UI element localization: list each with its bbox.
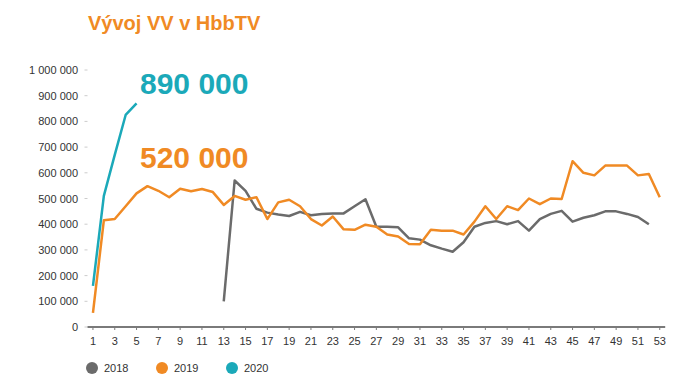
line (93, 161, 660, 313)
x-tick (507, 327, 508, 330)
legend-label: 2020 (244, 362, 268, 374)
x-tick-label: 41 (523, 335, 535, 347)
x-tick-label: 45 (566, 335, 578, 347)
y-tick (85, 172, 88, 173)
x-tick (245, 327, 246, 330)
x-tick (332, 327, 333, 330)
x-tick-label: 29 (392, 335, 404, 347)
x-tick-label: 5 (133, 335, 139, 347)
x-tick-label: 19 (283, 335, 295, 347)
x-tick-label: 51 (632, 335, 644, 347)
x-tick (223, 327, 224, 330)
x-tick-label: 21 (305, 335, 317, 347)
x-tick (398, 327, 399, 330)
x-tick-label: 31 (414, 335, 426, 347)
y-tick-label: 900 000 (38, 90, 78, 102)
x-tick (419, 327, 420, 330)
y-tick-label: 100 000 (38, 295, 78, 307)
y-tick (85, 327, 88, 328)
x-tick-label: 43 (545, 335, 557, 347)
y-tick-label: 500 000 (38, 193, 78, 205)
x-tick (485, 327, 486, 330)
x-tick (201, 327, 202, 330)
x-tick-label: 1 (90, 335, 96, 347)
x-tick-label: 53 (654, 335, 666, 347)
x-tick (463, 327, 464, 330)
y-tick (85, 147, 88, 148)
x-tick-label: 13 (218, 335, 230, 347)
x-tick (114, 327, 115, 330)
x-tick (528, 327, 529, 330)
line (224, 181, 649, 302)
x-tick (267, 327, 268, 330)
x-tick (158, 327, 159, 330)
y-tick (85, 198, 88, 199)
x-tick (616, 327, 617, 330)
y-tick-label: 800 000 (38, 115, 78, 127)
x-tick (441, 327, 442, 330)
x-tick-label: 23 (327, 335, 339, 347)
x-tick-label: 15 (239, 335, 251, 347)
x-tick-label: 49 (610, 335, 622, 347)
line (93, 103, 137, 285)
x-tick-label: 33 (436, 335, 448, 347)
x-tick (136, 327, 137, 330)
plot-area (93, 103, 660, 312)
chart: Vývoj VV v HbbTV 0 100 000 200 000 300 000 40… (0, 0, 700, 390)
x-tick-label: 37 (479, 335, 491, 347)
x-tick (550, 327, 551, 330)
annotation: 520 000 (140, 141, 248, 174)
x-tick-label: 47 (588, 335, 600, 347)
y-tick (85, 70, 88, 71)
y-tick (85, 95, 88, 96)
y-tick (85, 249, 88, 250)
y-tick-label: 200 000 (38, 270, 78, 282)
y-tick-label: 300 000 (38, 244, 78, 256)
y-tick-label: 600 000 (38, 167, 78, 179)
legend-marker (226, 362, 238, 374)
x-tick-label: 9 (177, 335, 183, 347)
x-tick-label: 35 (457, 335, 469, 347)
y-tick-label: 400 000 (38, 218, 78, 230)
y-tick (85, 224, 88, 225)
x-tick (310, 327, 311, 330)
x-tick-label: 3 (112, 335, 118, 347)
x-tick (180, 327, 181, 330)
y-tick (85, 301, 88, 302)
y-tick-label: 700 000 (38, 141, 78, 153)
x-tick (659, 327, 660, 330)
y-tick-label: 0 (72, 321, 78, 333)
legend-marker (156, 362, 168, 374)
legend-marker (86, 362, 98, 374)
x-tick-label: 17 (261, 335, 273, 347)
y-tick-label: 1 000 000 (29, 64, 78, 76)
annotation: 890 000 (140, 67, 248, 100)
background (0, 0, 700, 390)
legend-label: 2018 (104, 362, 128, 374)
y-tick (85, 121, 88, 122)
legend-label: 2019 (174, 362, 198, 374)
x-tick (637, 327, 638, 330)
x-tick (354, 327, 355, 330)
x-tick-label: 27 (370, 335, 382, 347)
x-tick-label: 39 (501, 335, 513, 347)
x-tick (572, 327, 573, 330)
x-tick (92, 327, 93, 330)
x-tick-label: 7 (155, 335, 161, 347)
x-tick (289, 327, 290, 330)
x-tick (594, 327, 595, 330)
y-tick (85, 275, 88, 276)
x-tick-label: 11 (196, 335, 207, 347)
x-tick (376, 327, 377, 330)
title: Vývoj VV v HbbTV (88, 12, 261, 34)
x-tick-label: 25 (348, 335, 360, 347)
